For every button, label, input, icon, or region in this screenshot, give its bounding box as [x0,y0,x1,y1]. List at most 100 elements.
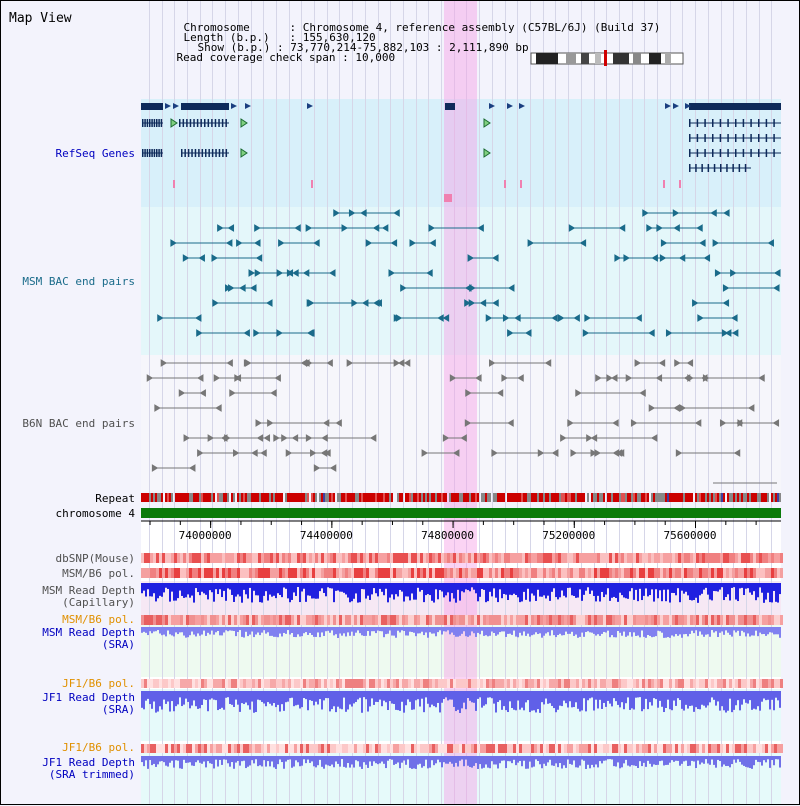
depth-bar [711,627,713,631]
heat-cell [624,568,627,578]
depth-bar [507,627,509,634]
heat-cell [657,744,660,753]
b6n-bac-end [517,374,524,382]
msm-read-depth-capillary-label[interactable]: MSM Read Depth (Capillary) [42,584,135,609]
msm-bac-end [648,329,655,337]
msm-bac-end [492,299,499,307]
b6n-bac-end [452,449,460,457]
heat-cell [747,744,750,753]
depth-bar [759,583,761,588]
heat-cell [588,615,591,625]
heat-cell [519,553,522,563]
depth-bar [141,627,143,633]
heat-cell [741,568,744,578]
depth-bar [649,691,651,703]
gene-exon [742,134,745,142]
depth-bar [331,756,333,765]
refseq-genes-label[interactable]: RefSeq Genes [55,147,135,160]
grid-line [149,1,150,804]
heat-cell [522,568,525,578]
gene-exon [689,164,691,172]
jf1-b6-pol-label-2[interactable]: JF1/B6 pol. [62,741,135,754]
depth-bar [189,583,191,598]
heat-cell [273,615,276,625]
repeat-label[interactable]: Repeat [95,492,135,505]
repeat-element [765,493,767,502]
depth-bar [471,691,473,703]
depth-bar [171,583,173,592]
depth-bar [591,627,593,633]
repeat-element [499,493,501,502]
depth-bar [517,583,519,598]
jf1-read-depth-trimmed-label[interactable]: JF1 Read Depth (SRA trimmed) [42,756,135,781]
depth-bar [297,691,299,705]
heat-cell [519,615,522,625]
repeat-element [731,493,733,502]
depth-bar [677,691,679,699]
depth-bar [593,691,595,711]
heat-cell [564,679,567,688]
msm-b6-pol-label-2[interactable]: MSM/B6 pol. [62,613,135,626]
heat-cell [264,615,267,625]
heat-cell [222,568,225,578]
repeat-element [557,493,559,502]
heat-cell [588,744,591,753]
msm-read-depth-sra-label[interactable]: MSM Read Depth (SRA) [42,626,135,651]
heat-cell [738,568,741,578]
jf1-read-depth-sra-label[interactable]: JF1 Read Depth (SRA) [42,691,135,716]
depth-bar [435,756,437,764]
heat-cell [732,744,735,753]
heat-cell [651,568,654,578]
msm-b6-pol-label-1[interactable]: MSM/B6 pol. [62,567,135,580]
depth-bar [583,756,585,761]
heat-cell [567,615,570,625]
heat-cell [537,553,540,563]
repeat-element [511,493,513,502]
selected-region-highlight[interactable] [444,1,477,804]
msm-bac-end-pairs-label[interactable]: MSM BAC end pairs [22,275,135,288]
gene-exon [153,119,156,127]
gene-exon [696,134,699,142]
depth-bar [427,691,429,704]
heat-cell [570,553,573,563]
heat-cell [534,679,537,688]
depth-bar [283,756,285,769]
depth-bar [429,583,431,596]
depth-bar [429,627,431,633]
heat-cell [708,744,711,753]
heat-cell [336,679,339,688]
depth-bar [329,583,331,589]
heat-cell [513,553,516,563]
depth-bar [523,627,525,632]
grid-line [619,1,620,804]
depth-bar [613,583,615,597]
dbsnp-label[interactable]: dbSNP(Mouse) [55,552,135,565]
depth-bar [713,691,715,700]
jf1-b6-pol-label-1[interactable]: JF1/B6 pol. [62,677,135,690]
heat-cell [546,679,549,688]
depth-bar [537,756,539,762]
heat-cell [375,679,378,688]
heat-cell [510,744,513,753]
repeat-element [515,493,517,502]
depth-bar [635,583,637,590]
depth-bar [179,627,181,633]
msm-bac-end [329,269,336,277]
repeat-element [185,493,187,502]
heat-cell [729,568,732,578]
b6n-bac-end-pairs-label[interactable]: B6N BAC end pairs [22,417,135,430]
repeat-element [687,493,689,502]
heat-cell [378,568,381,578]
heat-cell [297,553,300,563]
repeat-element [719,493,721,502]
grid-line [581,1,582,804]
depth-bar [295,627,297,638]
depth-bar [229,756,231,767]
depth-bar [237,627,239,633]
depth-bar [159,583,161,596]
depth-bar [367,627,369,632]
heat-cell [408,744,411,753]
heat-cell [300,615,303,625]
depth-bar [585,691,587,712]
